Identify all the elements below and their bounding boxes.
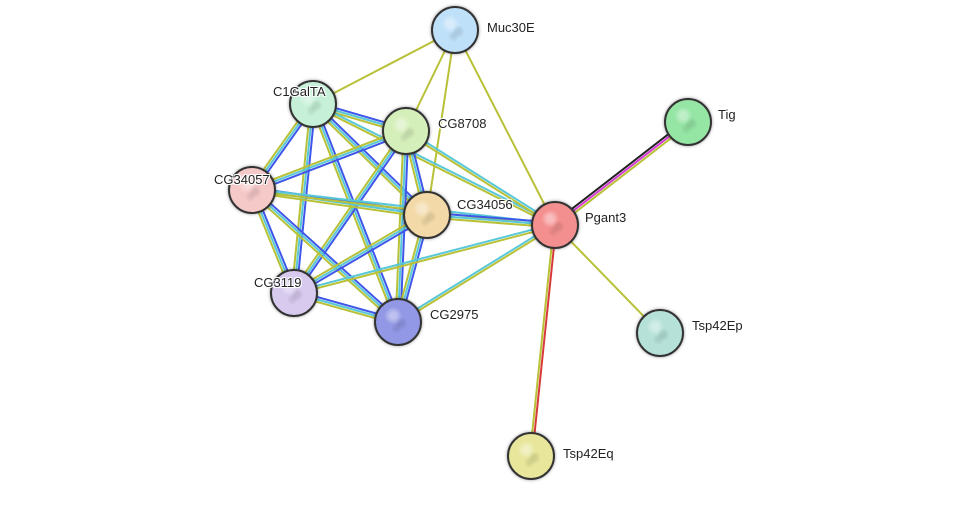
node-tsp42eq[interactable]: Tsp42Eq xyxy=(507,432,555,480)
node-bubble[interactable] xyxy=(636,309,684,357)
node-cg34056[interactable]: CG34056 xyxy=(403,191,451,239)
network-canvas: Muc30E C1GalTA CG8708 Tig CG34057 CG34056 Pgan… xyxy=(0,0,975,508)
edge xyxy=(252,192,427,217)
node-bubble[interactable] xyxy=(374,298,422,346)
node-bubble[interactable] xyxy=(664,98,712,146)
node-tig[interactable]: Tig xyxy=(664,98,712,146)
edge xyxy=(532,225,556,456)
node-bubble[interactable] xyxy=(403,191,451,239)
node-label: Muc30E xyxy=(487,20,535,35)
node-bubble[interactable] xyxy=(289,80,337,128)
edge xyxy=(294,104,313,293)
node-label: CG2975 xyxy=(430,307,478,322)
node-label: Tig xyxy=(718,107,736,122)
node-bubble[interactable] xyxy=(431,6,479,54)
node-label: CG8708 xyxy=(438,116,486,131)
node-cg2975[interactable]: CG2975 xyxy=(374,298,422,346)
node-cg34057[interactable]: CG34057 xyxy=(228,166,276,214)
edge xyxy=(455,30,555,225)
node-cg8708[interactable]: CG8708 xyxy=(382,107,430,155)
edge xyxy=(427,30,455,215)
edge xyxy=(530,225,554,456)
node-pgant3[interactable]: Pgant3 xyxy=(531,201,579,249)
node-bubble[interactable] xyxy=(270,269,318,317)
node-c1galta[interactable]: C1GalTA xyxy=(289,80,337,128)
edge xyxy=(252,188,427,213)
node-bubble[interactable] xyxy=(531,201,579,249)
edge xyxy=(296,104,315,293)
edge xyxy=(292,104,311,293)
node-label: Tsp42Eq xyxy=(563,446,614,461)
node-label: Tsp42Ep xyxy=(692,318,743,333)
node-muc30e[interactable]: Muc30E xyxy=(431,6,479,54)
node-tsp42ep[interactable]: Tsp42Ep xyxy=(636,309,684,357)
node-bubble[interactable] xyxy=(382,107,430,155)
edge-layer xyxy=(0,0,975,508)
node-label: Pgant3 xyxy=(585,210,626,225)
node-cg3119[interactable]: CG3119 xyxy=(270,269,318,317)
node-bubble[interactable] xyxy=(507,432,555,480)
node-label: CG34056 xyxy=(457,197,513,212)
edge xyxy=(252,190,427,215)
node-bubble[interactable] xyxy=(228,166,276,214)
